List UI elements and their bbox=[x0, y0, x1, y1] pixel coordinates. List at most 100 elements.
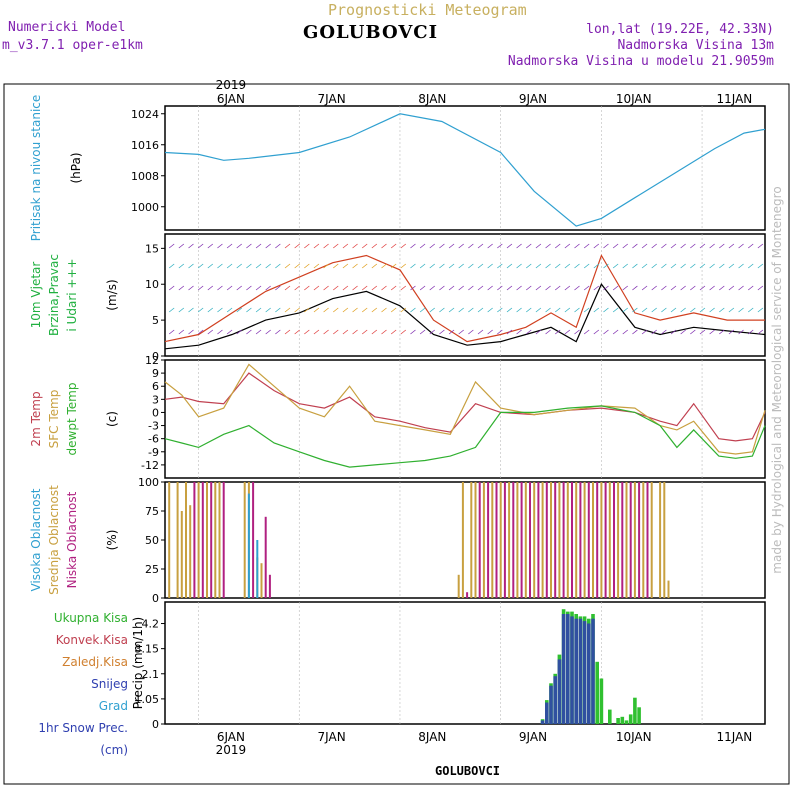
wind-arrow bbox=[323, 307, 329, 313]
cloud-bar bbox=[487, 482, 490, 598]
wind-arrow bbox=[487, 243, 493, 249]
wind-arrow bbox=[371, 329, 378, 335]
model-elevation-label: Nadmorska Visina u modelu 21.9059m bbox=[507, 54, 774, 69]
wind-arrow bbox=[535, 329, 542, 335]
wind-arrow bbox=[390, 329, 397, 335]
cloud-bar bbox=[646, 482, 649, 598]
cloud-bar bbox=[189, 505, 192, 598]
cloud-bar bbox=[663, 482, 666, 598]
wind-arrow bbox=[612, 263, 619, 269]
wind-arrow bbox=[168, 307, 175, 313]
wind-arrow bbox=[497, 285, 503, 291]
temperature-ytick-label: 0 bbox=[152, 406, 159, 419]
cloud-bar bbox=[260, 563, 263, 598]
wind-axis-label: (m/s) bbox=[105, 279, 119, 310]
wind-arrow bbox=[178, 307, 185, 313]
outer-frame bbox=[3, 83, 790, 785]
bottom-day-label: 11JAN bbox=[717, 730, 753, 744]
wind-arrow bbox=[448, 263, 455, 269]
cloud-bar bbox=[554, 482, 557, 598]
wind-arrow bbox=[526, 329, 532, 335]
wind-arrow bbox=[226, 285, 233, 291]
wind-arrow bbox=[333, 263, 339, 269]
wind-arrow bbox=[410, 307, 416, 313]
cloud-axis-label: Visoka Oblacnost bbox=[29, 488, 43, 591]
precip-ytick-label: 1.05 bbox=[135, 693, 160, 706]
wind-arrow bbox=[390, 285, 397, 291]
wind-arrow bbox=[188, 285, 194, 291]
temperature-ytick-label: -9 bbox=[148, 446, 159, 459]
wind-arrow bbox=[506, 263, 513, 269]
pressure-axis-label: Pritisak na nivou stanice bbox=[29, 95, 43, 242]
cloud-bar bbox=[222, 482, 225, 598]
wind-arrow bbox=[574, 307, 580, 313]
cloud-bar bbox=[516, 482, 519, 598]
cloud-bar bbox=[256, 540, 259, 598]
wind-arrow bbox=[747, 285, 754, 291]
wind-arrow bbox=[352, 285, 358, 291]
wind-arrow bbox=[497, 243, 503, 249]
cloud-bar bbox=[499, 482, 502, 598]
wind-arrow bbox=[641, 263, 648, 269]
temperature-frame bbox=[164, 359, 766, 479]
pressure-ytick-label: 1000 bbox=[131, 201, 159, 214]
wind-arrow bbox=[574, 243, 580, 249]
wind-arrow bbox=[342, 307, 349, 313]
cloud-bar bbox=[596, 482, 599, 598]
wind-arrow bbox=[728, 243, 735, 249]
wind-arrow bbox=[178, 263, 185, 269]
cloud-bar bbox=[562, 482, 565, 598]
wind-arrow bbox=[622, 263, 629, 269]
wind-arrow bbox=[352, 307, 358, 313]
precip-legend-label: Ukupna Kisa bbox=[54, 611, 128, 625]
precip-frame bbox=[164, 601, 766, 725]
cloud-bar bbox=[575, 482, 578, 598]
wind-arrow bbox=[333, 307, 339, 313]
wind-frame bbox=[164, 233, 766, 357]
cloud-bar bbox=[268, 574, 271, 598]
pressure-ytick-label: 1024 bbox=[131, 108, 159, 121]
wind-arrow bbox=[757, 329, 764, 335]
cloud-bar bbox=[667, 580, 670, 598]
wind-ytick-label: 10 bbox=[145, 278, 159, 291]
cloud-bar bbox=[466, 592, 469, 598]
wind-arrow bbox=[236, 307, 242, 313]
top-day-label: 11JAN bbox=[717, 92, 753, 106]
cloud-bar bbox=[629, 482, 632, 598]
wind-arrow bbox=[728, 285, 735, 291]
wind-arrow bbox=[622, 285, 629, 291]
wind-arrow bbox=[352, 263, 358, 269]
cloud-bar bbox=[659, 482, 662, 598]
wind-arrow bbox=[757, 307, 764, 313]
wind-arrow bbox=[738, 307, 744, 313]
wind-arrow bbox=[574, 329, 580, 335]
wind-arrow bbox=[738, 329, 744, 335]
wind-arrow bbox=[583, 307, 590, 313]
wind-arrow bbox=[361, 307, 368, 313]
wind-arrow bbox=[371, 263, 378, 269]
pressure-series-line bbox=[164, 113, 766, 227]
temperature-ytick-label: -3 bbox=[148, 420, 159, 433]
wind-arrow bbox=[670, 285, 677, 291]
wind-arrow bbox=[545, 307, 551, 313]
pressure-ytick-label: 1016 bbox=[131, 139, 159, 152]
wind-ytick-label: 5 bbox=[152, 314, 159, 327]
wind-arrow bbox=[603, 307, 609, 313]
wind-arrow bbox=[410, 329, 416, 335]
wind-arrow bbox=[323, 285, 329, 291]
precip-bar bbox=[566, 614, 570, 724]
wind-arrow bbox=[497, 263, 503, 269]
wind-arrow bbox=[226, 329, 233, 335]
wind-arrow bbox=[526, 307, 532, 313]
wind-series-line bbox=[164, 254, 765, 343]
wind-arrow bbox=[284, 329, 291, 335]
wind-arrow bbox=[197, 285, 204, 291]
wind-arrow bbox=[535, 243, 542, 249]
wind-arrow bbox=[699, 329, 706, 335]
wind-arrow bbox=[255, 307, 262, 313]
wind-arrow bbox=[719, 285, 725, 291]
wind-arrow bbox=[554, 307, 561, 313]
cloud-bar bbox=[247, 493, 250, 598]
wind-arrow bbox=[448, 307, 455, 313]
